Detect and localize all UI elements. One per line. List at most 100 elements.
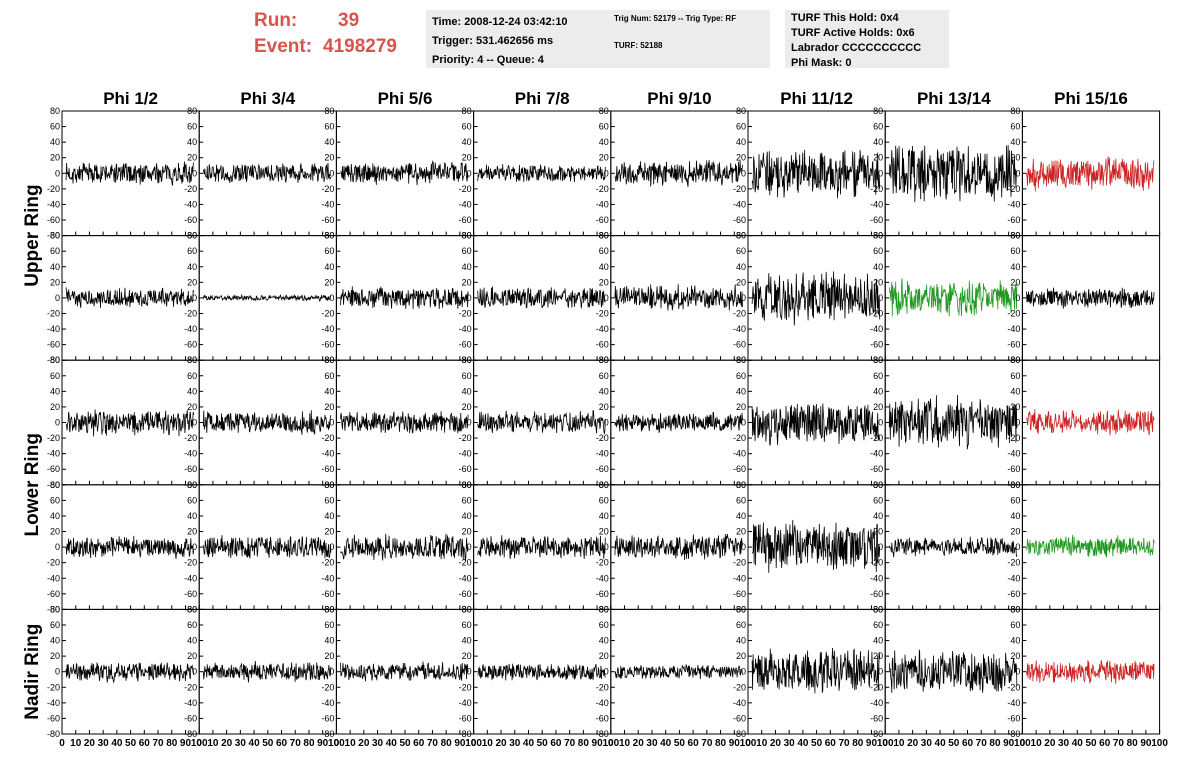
y-tick-label: 40: [736, 137, 746, 147]
y-tick-label: 0: [329, 418, 334, 428]
y-tick-label: -40: [1007, 573, 1020, 583]
y-tick-label: -40: [321, 324, 334, 334]
y-tick-label: -60: [870, 215, 883, 225]
y-tick-label: 0: [192, 542, 197, 552]
waveform-trace: [65, 662, 195, 684]
y-tick-label: 40: [1010, 386, 1020, 396]
waveform-trace: [751, 647, 881, 694]
y-tick-label: 0: [1015, 542, 1020, 552]
waveform-trace: [202, 293, 332, 302]
x-tick-label: 80: [715, 738, 727, 749]
waveform-trace: [202, 410, 332, 435]
x-tick-label: 60: [413, 738, 425, 749]
y-tick-label: 60: [324, 122, 334, 132]
x-tick-label: 20: [358, 738, 370, 749]
x-tick-label: 90: [317, 738, 329, 749]
y-tick-label: 20: [736, 651, 746, 661]
y-tick-label: 20: [599, 402, 609, 412]
priority-text: Priority: 4 -- Queue: 4: [432, 54, 544, 66]
y-tick-label: 80: [1010, 106, 1020, 116]
x-tick-label: 0: [471, 738, 477, 749]
y-tick-label: 60: [50, 122, 60, 132]
y-tick-label: -20: [47, 308, 60, 318]
y-tick-label: 20: [873, 277, 883, 287]
y-tick-label: 20: [50, 527, 60, 537]
waveform-trace: [340, 661, 469, 682]
y-tick-label: 80: [736, 604, 746, 614]
x-tick-label: 30: [235, 738, 247, 749]
y-tick-label: 0: [192, 418, 197, 428]
y-tick-label: -40: [733, 199, 746, 209]
y-tick-label: 40: [1010, 262, 1020, 272]
y-tick-label: 20: [873, 153, 883, 163]
y-tick-label: 20: [1010, 402, 1020, 412]
y-tick-label: -40: [459, 199, 472, 209]
column-title: Phi 7/8: [515, 89, 570, 108]
y-tick-label: 20: [873, 402, 883, 412]
y-tick-label: 0: [192, 293, 197, 303]
y-tick-label: 60: [462, 122, 472, 132]
y-tick-label: 0: [1015, 667, 1020, 677]
y-tick-label: 20: [599, 527, 609, 537]
column-title: Phi 13/14: [917, 89, 991, 108]
y-tick-label: 80: [873, 106, 883, 116]
y-tick-label: -60: [870, 713, 883, 723]
y-tick-label: 0: [192, 667, 197, 677]
y-tick-label: -80: [47, 231, 60, 241]
y-tick-label: 20: [50, 651, 60, 661]
y-tick-label: 80: [873, 604, 883, 614]
y-tick-label: 0: [55, 293, 60, 303]
y-tick-label: 0: [741, 667, 746, 677]
x-tick-label: 30: [646, 738, 658, 749]
y-tick-label: -40: [321, 449, 334, 459]
y-tick-label: 60: [736, 246, 746, 256]
run-label: Run:: [254, 10, 298, 31]
y-tick-label: -60: [47, 340, 60, 350]
waveform-trace: [751, 271, 881, 326]
y-tick-label: 0: [741, 542, 746, 552]
y-tick-label: -20: [1007, 308, 1020, 318]
y-tick-label: 80: [50, 355, 60, 365]
x-tick-label: 40: [111, 738, 123, 749]
y-tick-label: 60: [50, 495, 60, 505]
waveform-trace: [65, 161, 195, 186]
y-tick-label: 40: [462, 262, 472, 272]
waveform-trace: [888, 144, 1018, 203]
y-tick-label: 80: [187, 480, 197, 490]
event-value: 4198279: [323, 36, 397, 57]
x-tick-label: 30: [921, 738, 933, 749]
waveform-trace: [477, 535, 606, 559]
y-tick-label: 60: [187, 495, 197, 505]
y-tick-label: 60: [324, 620, 334, 630]
y-tick-label: -40: [459, 573, 472, 583]
x-tick-label: 30: [98, 738, 110, 749]
y-tick-label: 40: [599, 137, 609, 147]
y-tick-label: -40: [596, 324, 609, 334]
y-tick-label: 40: [50, 636, 60, 646]
y-tick-label: 80: [873, 480, 883, 490]
y-tick-label: -20: [870, 308, 883, 318]
y-tick-label: 20: [187, 277, 197, 287]
y-tick-label: 60: [873, 495, 883, 505]
x-tick-label: 10: [893, 738, 905, 749]
x-tick-label: 100: [740, 738, 757, 749]
y-tick-label: -60: [733, 340, 746, 350]
y-tick-label: -60: [47, 464, 60, 474]
y-tick-label: 0: [55, 418, 60, 428]
waveform-trace: [1026, 156, 1155, 192]
x-tick-label: 20: [221, 738, 233, 749]
y-tick-label: 80: [324, 604, 334, 614]
y-tick-label: 0: [329, 168, 334, 178]
x-tick-label: 90: [180, 738, 192, 749]
y-tick-label: 0: [878, 542, 883, 552]
y-tick-label: 80: [462, 106, 472, 116]
y-tick-label: 20: [1010, 153, 1020, 163]
y-tick-label: 0: [467, 293, 472, 303]
y-tick-label: 40: [599, 636, 609, 646]
x-tick-label: 50: [948, 738, 960, 749]
x-tick-label: 70: [564, 738, 576, 749]
y-tick-label: -20: [1007, 558, 1020, 568]
y-tick-label: 60: [187, 122, 197, 132]
y-tick-label: 20: [187, 402, 197, 412]
y-tick-label: -40: [47, 324, 60, 334]
